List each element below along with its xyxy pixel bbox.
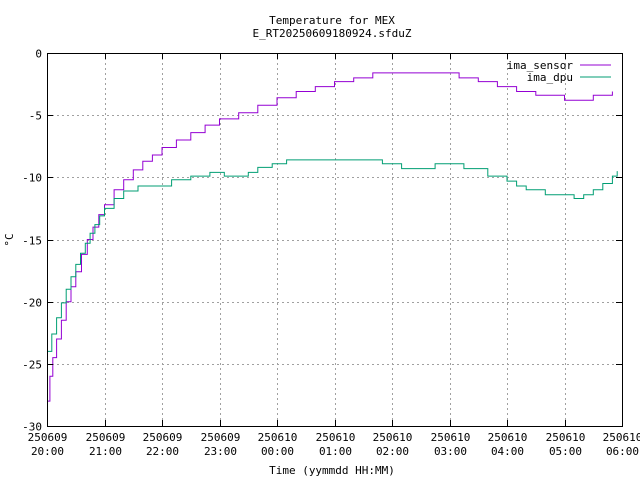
y-tick-label: -10 (22, 172, 42, 185)
series-line-ima-sensor (47, 72, 613, 402)
x-axis-label: Time (yymmdd HH:MM) (269, 464, 395, 477)
x-tick-date-label: 250609 (201, 431, 241, 444)
series-line-ima-dpu (47, 159, 618, 352)
x-tick-time-label: 06:00 (606, 445, 639, 458)
x-tick-time-label: 20:00 (31, 445, 64, 458)
x-tick-date-label: 250609 (86, 431, 126, 444)
x-tick-date-label: 250610 (373, 431, 413, 444)
x-tick-time-label: 05:00 (549, 445, 582, 458)
y-tick-label: -20 (22, 297, 42, 310)
y-tick-label: -25 (22, 359, 42, 372)
chart-title: Temperature for MEX (269, 14, 395, 27)
chart-subtitle: E_RT20250609180924.sfduZ (253, 27, 412, 40)
y-axis-label: °C (3, 233, 16, 246)
y-tick-label: -15 (22, 235, 42, 248)
x-tick-date-label: 250609 (143, 431, 183, 444)
x-tick-time-label: 22:00 (146, 445, 179, 458)
legend-label-ima-dpu: ima_dpu (527, 71, 573, 84)
x-tick-date-label: 250610 (488, 431, 528, 444)
y-tick-label: -5 (29, 110, 42, 123)
x-tick-time-label: 21:00 (89, 445, 122, 458)
x-tick-date-label: 250610 (316, 431, 356, 444)
y-tick-label: 0 (35, 48, 42, 61)
x-tick-time-label: 04:00 (491, 445, 524, 458)
series-lines (47, 72, 618, 402)
x-tick-date-label: 250610 (603, 431, 640, 444)
x-tick-time-label: 23:00 (204, 445, 237, 458)
x-tick-time-label: 01:00 (319, 445, 352, 458)
x-tick-date-label: 250610 (431, 431, 471, 444)
legend: ima_sensor ima_dpu (507, 59, 611, 84)
legend-label-ima-sensor: ima_sensor (507, 59, 574, 72)
x-tick-time-label: 02:00 (376, 445, 409, 458)
axis-ticks (47, 53, 623, 427)
x-tick-date-label: 250610 (546, 431, 586, 444)
x-tick-date-label: 250610 (258, 431, 298, 444)
x-tick-time-label: 03:00 (434, 445, 467, 458)
x-tick-time-label: 00:00 (261, 445, 294, 458)
x-tick-date-label: 250609 (28, 431, 68, 444)
y-tick-label: -30 (22, 421, 42, 434)
grid-lines (47, 53, 622, 426)
